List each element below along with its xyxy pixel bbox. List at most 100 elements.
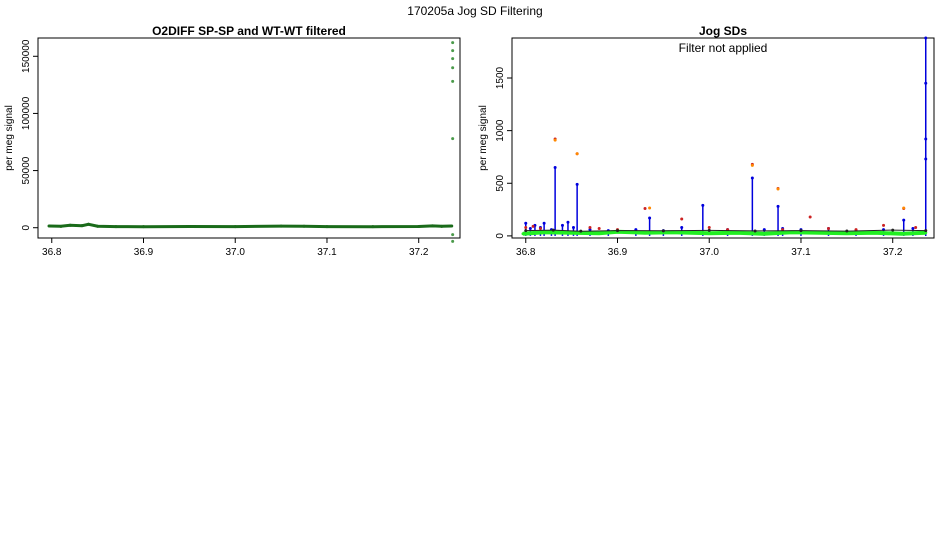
x-tick-label: 37.1	[791, 247, 811, 258]
data-point	[524, 229, 528, 233]
data-point	[566, 220, 570, 224]
data-point	[854, 228, 858, 232]
y-axis-label: per meg signal	[478, 105, 489, 171]
data-point	[845, 231, 849, 235]
data-point	[924, 137, 928, 141]
y-axis: 0 50000 100000 150000	[21, 39, 38, 230]
data-point	[671, 230, 675, 234]
data-point	[80, 224, 84, 228]
data-point	[776, 204, 780, 208]
data-point	[521, 232, 525, 236]
data-point	[528, 227, 532, 231]
x-tick-label: 36.8	[516, 247, 536, 258]
data-point	[451, 57, 455, 61]
data-point	[707, 231, 711, 235]
x-tick-label: 37.0	[226, 247, 246, 258]
data-point	[114, 225, 118, 229]
data-point	[187, 224, 191, 228]
data-point	[575, 182, 579, 186]
plot-frame	[511, 37, 935, 239]
data-point	[776, 187, 780, 191]
series-line	[522, 229, 926, 236]
data-point	[430, 224, 434, 228]
x-tick-label: 37.2	[409, 247, 429, 258]
data-point	[551, 228, 555, 232]
data-point	[142, 225, 145, 229]
data-point	[648, 216, 652, 220]
y-tick-label: 150000	[21, 39, 32, 73]
data-point	[47, 224, 51, 228]
plot-frame	[37, 37, 461, 239]
data-point	[588, 225, 592, 229]
data-point	[701, 203, 705, 207]
data-point	[872, 231, 876, 235]
data-point	[924, 157, 928, 161]
data-point	[451, 137, 455, 141]
data-point	[325, 225, 329, 229]
data-point	[524, 221, 528, 225]
data-point	[924, 81, 928, 85]
series-line	[525, 229, 926, 232]
data-point	[924, 229, 928, 233]
data-point	[451, 41, 455, 45]
data-point	[643, 231, 647, 235]
series-line	[48, 222, 452, 229]
data-marks	[521, 36, 928, 236]
data-point	[827, 227, 830, 231]
data-point	[417, 224, 421, 228]
data-point	[799, 229, 803, 233]
data-point	[570, 231, 574, 235]
y-tick-label: 500	[495, 174, 506, 191]
data-point	[902, 218, 906, 222]
y-tick-label: 50000	[21, 156, 32, 184]
data-point	[451, 239, 455, 243]
x-axis: 36.8 36.9 37.0 37.1 37.2	[42, 238, 429, 258]
y-tick-label: 0	[21, 224, 32, 230]
data-point	[542, 230, 546, 234]
data-point	[643, 207, 647, 211]
data-point	[882, 223, 886, 227]
data-point	[96, 224, 100, 228]
data-point	[914, 225, 918, 229]
page-title: 170205a Jog SD Filtering	[407, 4, 543, 18]
data-point	[762, 228, 766, 232]
data-point	[86, 222, 90, 226]
y-axis-label: per meg signal	[4, 105, 15, 171]
data-point	[597, 231, 601, 235]
y-axis: 0 500 1000 1500	[495, 66, 512, 239]
chart-title: O2DIFF SP-SP and WT-WT filtered	[152, 24, 346, 38]
data-point	[616, 229, 619, 233]
data-point	[371, 225, 375, 229]
chart-title: Jog SDs	[699, 24, 747, 38]
data-point	[924, 231, 928, 235]
x-tick-label: 37.2	[883, 247, 903, 258]
data-point	[542, 221, 546, 225]
data-point	[588, 228, 592, 232]
data-point	[233, 225, 237, 229]
data-point	[451, 66, 455, 70]
data-point	[59, 224, 63, 228]
data-point	[440, 224, 444, 228]
x-axis: 36.8 36.9 37.0 37.1 37.2	[516, 238, 903, 258]
data-point	[571, 225, 575, 229]
data-point	[524, 225, 528, 229]
x-tick-label: 36.8	[42, 247, 62, 258]
data-point	[279, 224, 283, 228]
data-point	[707, 228, 711, 232]
y-tick-label: 100000	[21, 96, 32, 130]
data-point	[531, 224, 535, 228]
data-point	[538, 227, 542, 231]
y-tick-label: 1500	[495, 66, 506, 89]
data-point	[451, 79, 455, 83]
data-point	[597, 227, 601, 231]
data-point	[924, 36, 928, 40]
data-point	[762, 232, 766, 236]
data-point	[68, 223, 72, 227]
data-point	[451, 49, 455, 53]
x-tick-label: 37.1	[317, 247, 337, 258]
data-point	[579, 229, 583, 233]
data-point	[553, 138, 557, 142]
data-point	[750, 176, 754, 180]
